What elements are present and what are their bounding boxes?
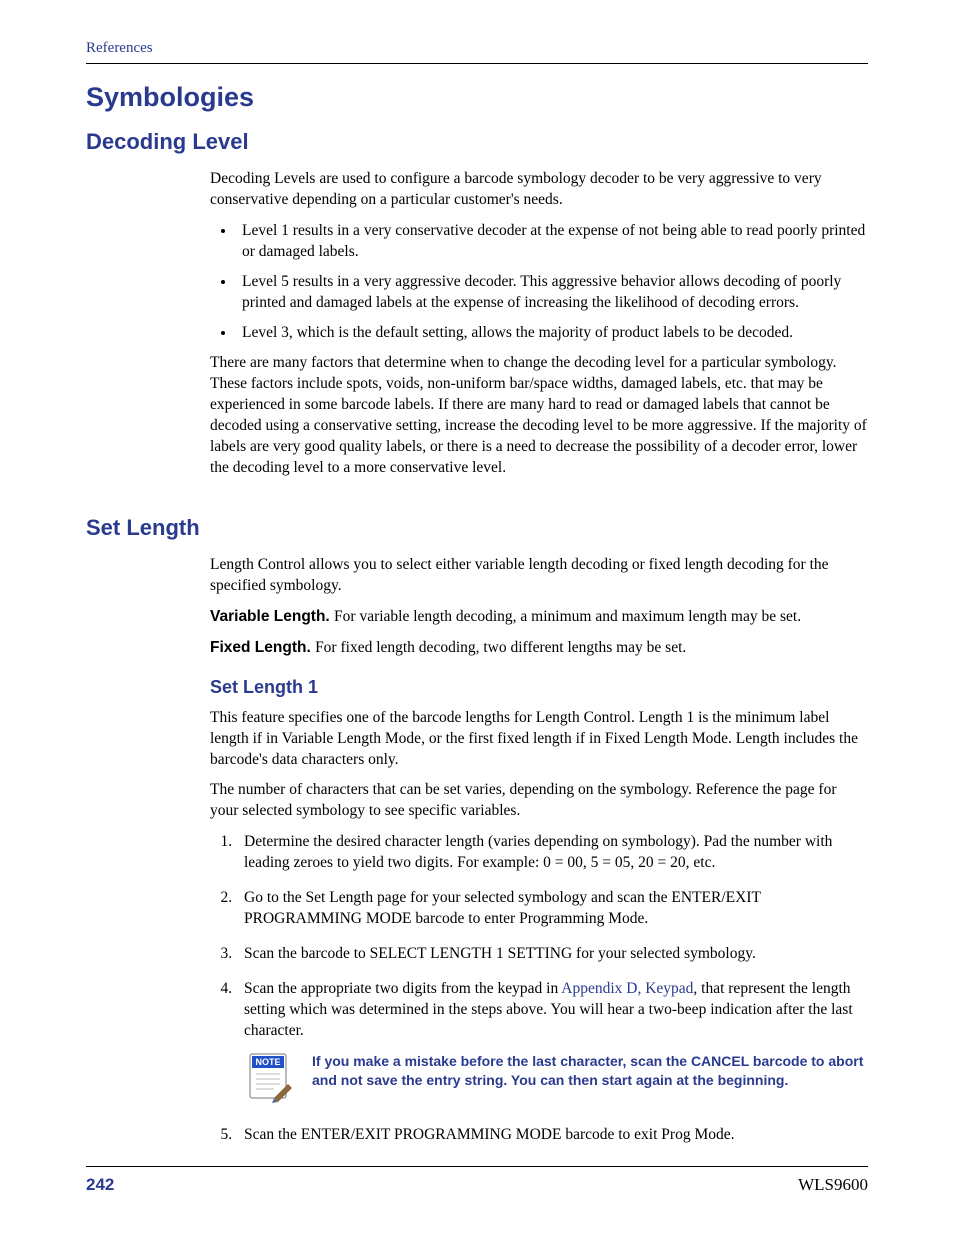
fixed-length-label: Fixed Length.	[210, 639, 315, 656]
variable-length-label: Variable Length.	[210, 608, 334, 625]
appendix-link[interactable]: Appendix D, Keypad	[561, 980, 693, 997]
bullet-item: Level 5 results in a very aggressive dec…	[236, 272, 868, 314]
model-number: WLS9600	[798, 1175, 868, 1195]
sl1-p2: The number of characters that can be set…	[210, 780, 868, 822]
section-set-length-1: Set Length 1	[210, 677, 868, 698]
setlength-intro: Length Control allows you to select eith…	[210, 555, 868, 597]
page-footer: 242 WLS9600	[86, 1166, 868, 1195]
page-number: 242	[86, 1175, 114, 1195]
decoding-intro: Decoding Levels are used to configure a …	[210, 169, 868, 211]
variable-length-text: For variable length decoding, a minimum …	[334, 608, 801, 625]
note-callout: NOTE If you make a mistake before the la…	[244, 1048, 868, 1111]
section-decoding-level: Decoding Level	[86, 129, 868, 155]
svg-text:NOTE: NOTE	[255, 1057, 280, 1067]
sl1-p1: This feature specifies one of the barcod…	[210, 708, 868, 771]
decoding-bullets: Level 1 results in a very conservative d…	[236, 221, 868, 344]
step-item: Scan the appropriate two digits from the…	[236, 979, 868, 1111]
section-set-length: Set Length	[86, 515, 868, 541]
note-icon: NOTE	[244, 1048, 292, 1111]
decoding-closing: There are many factors that determine wh…	[210, 353, 868, 479]
step-item: Scan the ENTER/EXIT PROGRAMMING MODE bar…	[236, 1125, 868, 1146]
step-item: Go to the Set Length page for your selec…	[236, 888, 868, 930]
step-item: Determine the desired character length (…	[236, 832, 868, 874]
step-item: Scan the barcode to SELECT LENGTH 1 SETT…	[236, 944, 868, 965]
variable-length-line: Variable Length. For variable length dec…	[210, 607, 868, 628]
fixed-length-line: Fixed Length. For fixed length decoding,…	[210, 638, 868, 659]
decoding-content: Decoding Levels are used to configure a …	[210, 169, 868, 479]
note-text: If you make a mistake before the last ch…	[312, 1048, 868, 1091]
step4-pre: Scan the appropriate two digits from the…	[244, 980, 561, 997]
fixed-length-text: For fixed length decoding, two different…	[315, 639, 686, 656]
header-reference: References	[86, 40, 868, 64]
bullet-item: Level 1 results in a very conservative d…	[236, 221, 868, 263]
setlength-content: Length Control allows you to select eith…	[210, 555, 868, 1146]
sl1-steps: Determine the desired character length (…	[236, 832, 868, 1145]
bullet-item: Level 3, which is the default setting, a…	[236, 323, 868, 344]
page-title: Symbologies	[86, 82, 868, 113]
